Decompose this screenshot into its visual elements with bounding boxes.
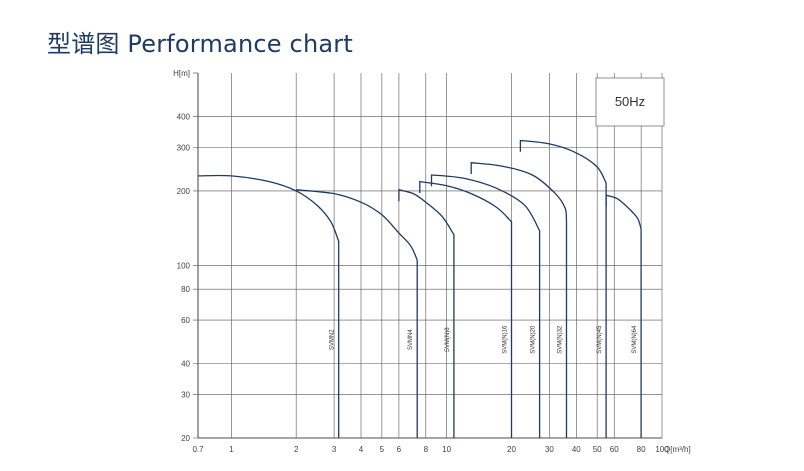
series-label: SVM(N)16 bbox=[502, 325, 508, 354]
y-tick-label: 60 bbox=[181, 316, 190, 325]
series-label: SVMN2 bbox=[330, 329, 336, 350]
x-tick-label: 0.7 bbox=[192, 445, 204, 454]
curve-svmn2 bbox=[197, 174, 340, 438]
x-tick-label: 1 bbox=[229, 445, 234, 454]
x-tick-label: 4 bbox=[359, 445, 364, 454]
curve-svmn16 bbox=[419, 180, 513, 438]
series-label: SVM(N)32 bbox=[557, 325, 563, 354]
curve-svmn32 bbox=[470, 161, 568, 438]
series-label: SVM(N)8 bbox=[445, 327, 451, 352]
series-label: SVM(N)20 bbox=[531, 325, 537, 354]
x-tick-label: 80 bbox=[637, 445, 646, 454]
x-tick-label: 60 bbox=[610, 445, 619, 454]
y-tick-label: 400 bbox=[177, 113, 191, 122]
y-tick-label: 100 bbox=[177, 261, 191, 270]
x-axis-label: Q[m³/h] bbox=[664, 445, 691, 454]
page-title: 型谱图 Performance chart bbox=[47, 30, 353, 58]
y-tick-label: 30 bbox=[181, 390, 190, 399]
series-label: SVMN4 bbox=[408, 329, 414, 350]
series-label: SVM(N)45 bbox=[597, 325, 603, 354]
y-tick-label: 40 bbox=[181, 360, 190, 369]
curve-svmn4 bbox=[296, 189, 418, 438]
y-axis-label: H[m] bbox=[173, 69, 190, 78]
y-tick-label: 200 bbox=[177, 187, 191, 196]
x-tick-label: 3 bbox=[332, 445, 337, 454]
x-tick-label: 5 bbox=[380, 445, 385, 454]
x-tick-label: 6 bbox=[397, 445, 402, 454]
y-tick-label: 80 bbox=[181, 285, 190, 294]
x-tick-label: 40 bbox=[572, 445, 581, 454]
series-label: SVM(N)64 bbox=[632, 325, 638, 354]
curve-svmn20 bbox=[430, 174, 541, 438]
x-tick-label: 50 bbox=[593, 445, 602, 454]
y-tick-label: 300 bbox=[177, 143, 191, 152]
curve-svmn64 bbox=[605, 194, 642, 438]
x-tick-label: 10 bbox=[442, 445, 451, 454]
frequency-box bbox=[595, 77, 665, 127]
x-tick-label: 100 bbox=[655, 445, 669, 454]
x-tick-label: 2 bbox=[294, 445, 299, 454]
y-tick-label: 20 bbox=[181, 434, 190, 443]
curve-svmn45 bbox=[519, 139, 607, 438]
frequency-label: 50Hz bbox=[615, 94, 645, 109]
curve-svmn8 bbox=[398, 188, 455, 438]
x-tick-label: 8 bbox=[424, 445, 429, 454]
x-tick-label: 30 bbox=[545, 445, 554, 454]
x-tick-label: 20 bbox=[507, 445, 516, 454]
